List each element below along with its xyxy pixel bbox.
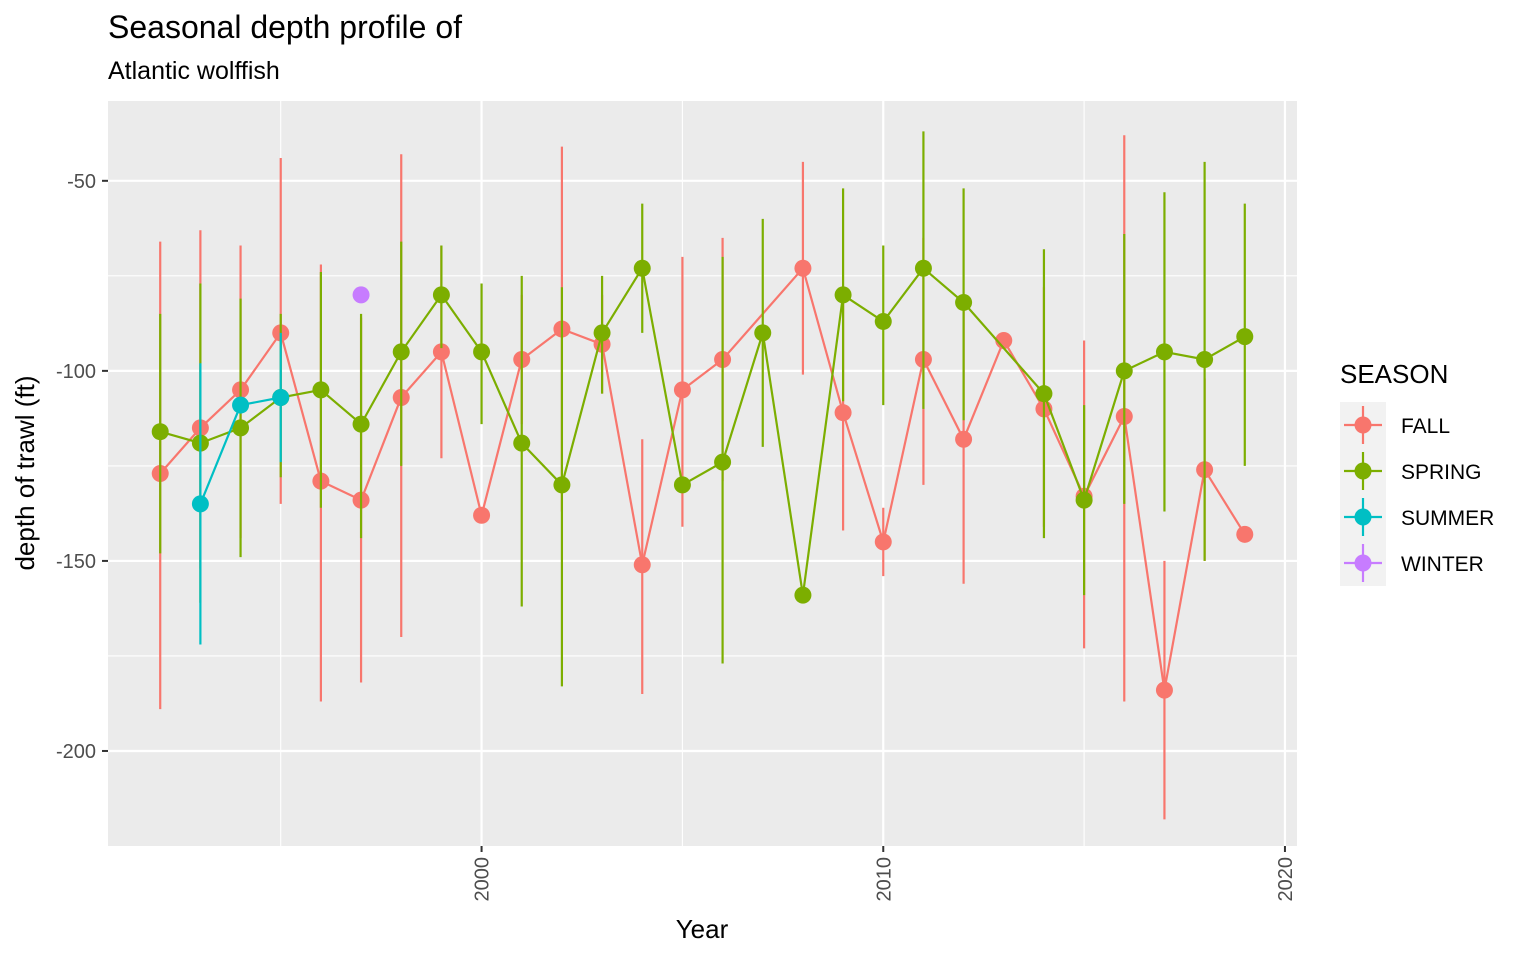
data-point [1155,343,1173,361]
data-point [272,388,290,406]
data-point [513,434,531,452]
legend-label: FALL [1401,415,1450,438]
legend-label: WINTER [1401,553,1484,576]
data-point [232,396,250,414]
data-point [1155,681,1173,699]
data-point [1035,385,1053,403]
x-tick-label: 2010 [873,857,895,902]
data-point [352,286,370,304]
legend-key-point [1354,554,1372,572]
data-point [232,419,250,437]
data-point [473,506,491,524]
legend-item-winter: WINTER [1340,540,1484,586]
axis-ticks: 2000 2010 2020 -50 -100 -150 -200 [56,171,1297,902]
legend-title: SEASON [1340,359,1448,389]
data-point [1196,350,1214,368]
y-tick-label: -150 [56,551,96,573]
data-point [955,293,973,311]
data-point [1236,525,1254,543]
data-point [151,423,169,441]
legend-item-fall: FALL [1340,402,1450,448]
data-point [191,495,209,513]
legend-label: SUMMER [1401,507,1494,530]
x-tick-label: 2000 [472,857,494,902]
x-axis-title: Year [676,914,729,944]
legend-label: SPRING [1401,461,1482,484]
data-point [834,404,852,422]
legend-item-spring: SPRING [1340,448,1482,494]
data-point [794,586,812,604]
data-point [874,312,892,330]
data-point [673,476,691,494]
data-point [633,259,651,277]
series-spring [151,131,1254,687]
data-point [312,381,330,399]
y-tick-label: -200 [56,741,96,763]
legend-key-point [1354,462,1372,480]
y-axis-title: depth of trawl (ft) [10,375,40,570]
legend: SEASON FALL SPRING SUMMER WINTER [1340,359,1494,586]
legend-key-point [1354,416,1372,434]
data-point [392,343,410,361]
legend-key-point [1354,508,1372,526]
chart-title: Seasonal depth profile of [108,9,462,45]
y-tick-label: -100 [56,361,96,383]
data-point [1075,491,1093,509]
data-point [352,415,370,433]
chart-subtitle: Atlantic wolffish [108,57,280,85]
data-point [633,556,651,574]
data-point [473,343,491,361]
series-summer [191,332,290,645]
data-point [432,343,450,361]
data-point [874,533,892,551]
data-point [955,430,973,448]
data-point [714,453,732,471]
series-winter [352,286,370,304]
data-point [673,381,691,399]
data-point [914,259,932,277]
grid-lines [108,101,1297,846]
legend-item-summer: SUMMER [1340,494,1494,540]
data-point [1236,328,1254,346]
data-point [593,324,611,342]
data-point [834,286,852,304]
data-point [794,259,812,277]
y-tick-label: -50 [67,171,96,193]
x-tick-label: 2020 [1275,857,1297,902]
data-point [1115,362,1133,380]
series-layer [151,131,1254,820]
data-point [754,324,772,342]
data-point [432,286,450,304]
data-point [553,476,571,494]
